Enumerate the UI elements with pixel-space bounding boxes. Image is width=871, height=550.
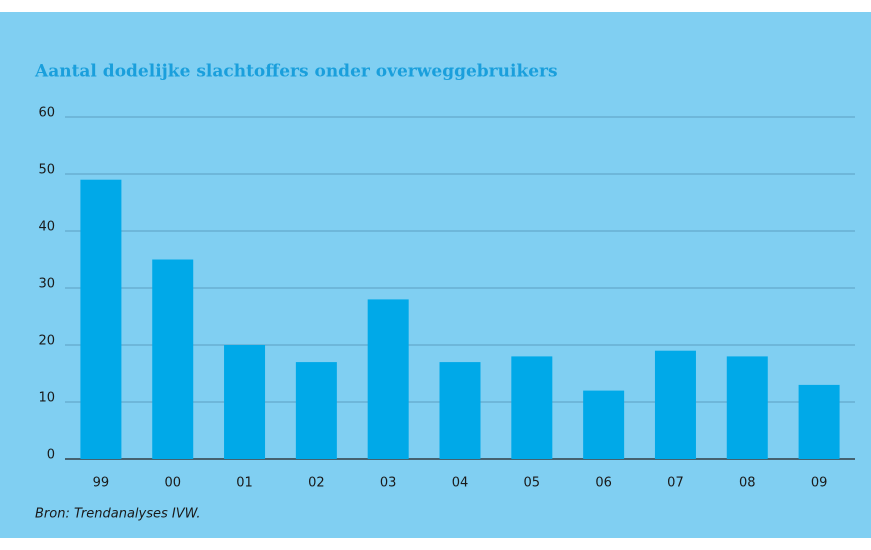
x-tick-label: 09 xyxy=(811,476,828,491)
x-tick-label: 02 xyxy=(308,476,325,491)
y-tick-label: 40 xyxy=(38,220,55,235)
y-tick-label: 30 xyxy=(38,277,55,292)
y-tick-label: 50 xyxy=(38,163,55,178)
bar xyxy=(726,356,768,459)
x-tick-label: 04 xyxy=(452,476,469,491)
x-tick-label: 03 xyxy=(380,476,397,491)
x-tick-label: 00 xyxy=(164,476,181,491)
chart-background xyxy=(0,12,871,538)
y-tick-label: 20 xyxy=(38,334,55,349)
y-tick-label: 0 xyxy=(47,448,55,463)
bar xyxy=(224,345,266,459)
bar xyxy=(295,362,337,459)
x-tick-label: 07 xyxy=(667,476,684,491)
bar xyxy=(439,362,481,459)
bar xyxy=(798,384,840,459)
bar xyxy=(152,259,194,459)
x-tick-label: 99 xyxy=(93,476,110,491)
bar xyxy=(654,350,696,459)
bar xyxy=(80,179,122,459)
y-tick-label: 60 xyxy=(38,106,55,121)
source-note: Bron: Trendanalyses IVW. xyxy=(35,507,201,522)
chart-title: Aantal dodelijke slachtoffers onder over… xyxy=(34,62,558,82)
x-tick-label: 06 xyxy=(595,476,612,491)
bar xyxy=(583,390,625,459)
x-tick-label: 01 xyxy=(236,476,253,491)
x-tick-label: 08 xyxy=(739,476,756,491)
y-tick-label: 10 xyxy=(38,391,55,406)
bar xyxy=(367,299,409,459)
x-tick-label: 05 xyxy=(524,476,541,491)
bar xyxy=(511,356,553,459)
